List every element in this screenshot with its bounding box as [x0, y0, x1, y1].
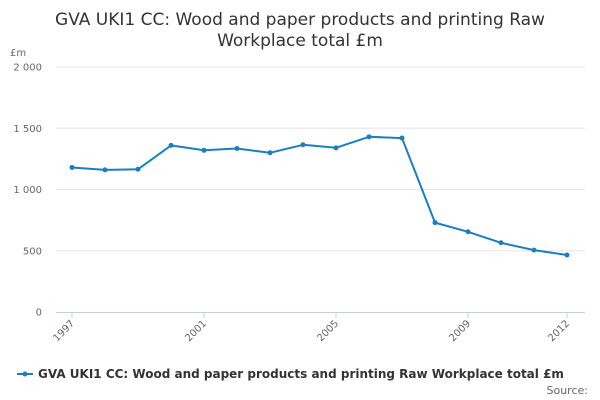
y-axis-ticks: 0 500 1 000 1 500 2 000 [13, 63, 42, 319]
data-point[interactable] [432, 220, 438, 226]
x-tick-label: 2009 [447, 318, 473, 344]
data-point[interactable] [300, 142, 306, 148]
x-tick-label: 1997 [51, 318, 77, 344]
data-point[interactable] [234, 145, 240, 151]
data-point[interactable] [564, 252, 570, 258]
chart-title-line-2: Workplace total £m [217, 31, 383, 51]
legend[interactable]: GVA UKI1 CC: Wood and paper products and… [17, 367, 564, 381]
data-point[interactable] [267, 150, 273, 156]
legend-swatch-marker [22, 371, 28, 377]
data-point[interactable] [531, 247, 537, 253]
y-tick-label: 1 000 [13, 185, 42, 196]
y-axis-label: £m [10, 48, 26, 59]
gridlines [56, 66, 585, 252]
data-point[interactable] [168, 142, 174, 148]
x-tick-label: 2005 [315, 318, 341, 344]
data-point[interactable] [399, 135, 405, 141]
x-tick-label: 2001 [183, 318, 209, 344]
x-tick-label: 2012 [546, 318, 572, 344]
legend-label: GVA UKI1 CC: Wood and paper products and… [38, 367, 564, 381]
data-point[interactable] [465, 229, 471, 235]
data-point[interactable] [333, 145, 339, 151]
data-point[interactable] [69, 164, 75, 170]
y-tick-label: 1 500 [13, 124, 42, 135]
y-tick-label: 500 [23, 246, 42, 257]
series-group [69, 134, 570, 258]
y-tick-label: 0 [36, 308, 42, 319]
data-point[interactable] [201, 147, 207, 153]
chart-title-line-1: GVA UKI1 CC: Wood and paper products and… [55, 10, 545, 30]
data-point[interactable] [498, 240, 504, 246]
y-tick-label: 2 000 [13, 63, 42, 74]
x-axis-ticks: 1997 2001 2005 2009 2012 [51, 312, 572, 344]
series-line [71, 135, 568, 256]
data-point[interactable] [102, 167, 108, 173]
data-point[interactable] [366, 134, 372, 140]
source-label: Source: [547, 384, 589, 397]
data-point[interactable] [135, 166, 141, 172]
